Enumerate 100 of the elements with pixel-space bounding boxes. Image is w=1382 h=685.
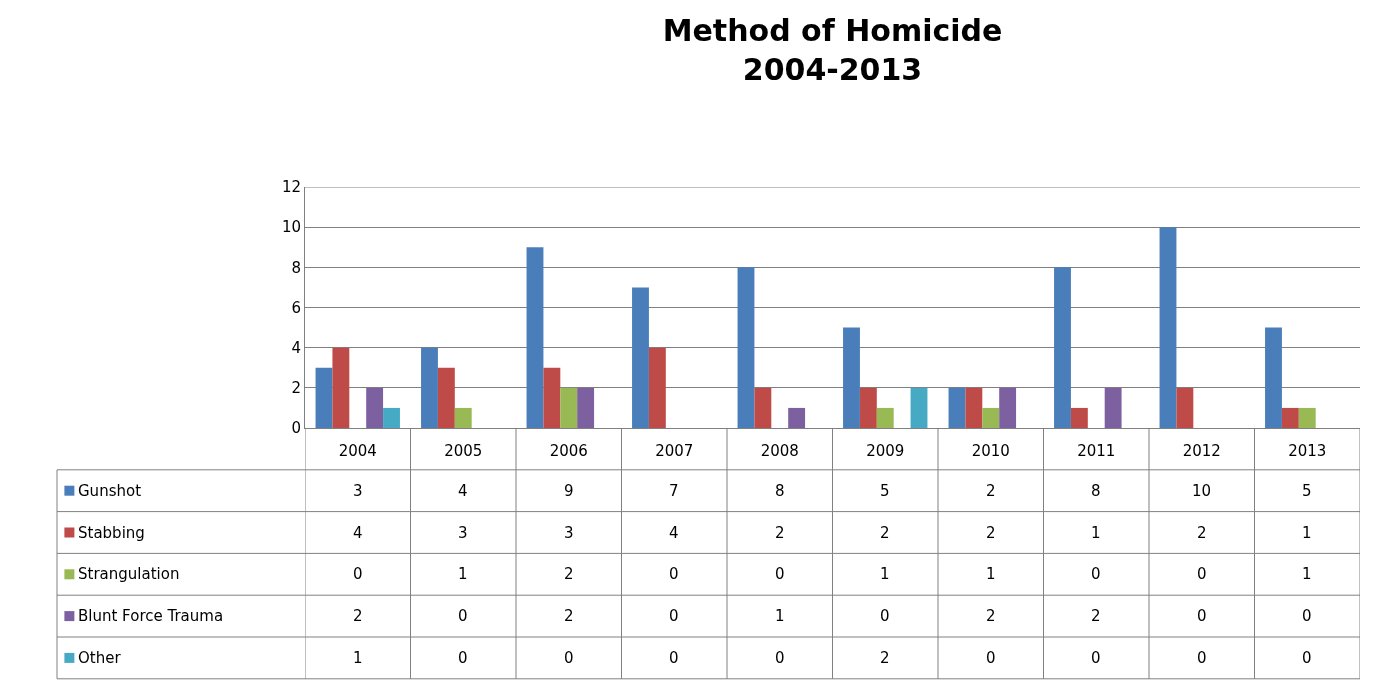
- data-label: 8: [1091, 482, 1101, 500]
- data-label: 2: [775, 524, 785, 542]
- bar: [999, 387, 1017, 428]
- data-label: 2: [880, 524, 890, 542]
- data-label: 0: [669, 607, 679, 625]
- bar: [454, 407, 472, 428]
- bar: [843, 327, 860, 428]
- y-tick-label: 2: [291, 379, 301, 398]
- data-label: 1: [986, 565, 996, 583]
- data-label: 10: [1192, 482, 1212, 500]
- data-label: 1: [880, 565, 890, 583]
- data-label: 2: [353, 607, 363, 625]
- bar: [1265, 327, 1282, 428]
- bar: [560, 387, 578, 428]
- y-tick-label: 10: [281, 218, 301, 237]
- bar: [632, 287, 649, 428]
- data-label: 4: [458, 482, 468, 500]
- chart-title: Method of Homicide 2004-2013: [662, 13, 1003, 88]
- bar: [648, 347, 666, 428]
- data-label: 0: [1197, 565, 1207, 583]
- data-label: 2: [986, 482, 996, 500]
- y-tick-label: 4: [291, 338, 301, 357]
- bar: [526, 247, 544, 428]
- data-label: 0: [1302, 649, 1312, 667]
- y-tick-label: 12: [281, 178, 301, 197]
- bar: [543, 367, 561, 428]
- x-tick-label: 2013: [1288, 442, 1327, 460]
- data-label: 7: [669, 482, 679, 500]
- x-tick-label: 2006: [549, 442, 588, 460]
- data-label: 0: [880, 607, 890, 625]
- data-label: 1: [458, 565, 468, 583]
- bar: [1159, 227, 1177, 428]
- legend-label: Gunshot: [78, 482, 142, 500]
- x-tick-label: 2012: [1182, 442, 1221, 460]
- data-label: 4: [669, 524, 679, 542]
- data-label: 0: [564, 649, 574, 667]
- legend-label: Strangulation: [78, 565, 180, 583]
- bar: [1104, 387, 1122, 428]
- data-label: 1: [775, 607, 785, 625]
- x-tick-label: 2011: [1077, 442, 1116, 460]
- bar: [876, 407, 894, 428]
- bar: [965, 387, 983, 428]
- data-label: 4: [353, 524, 363, 542]
- bar: [982, 407, 1000, 428]
- bar: [737, 267, 755, 428]
- x-tick-label: 2010: [971, 442, 1010, 460]
- data-label: 2: [986, 524, 996, 542]
- data-label: 5: [1302, 482, 1312, 500]
- data-label: 1: [1302, 565, 1312, 583]
- bar: [859, 387, 877, 428]
- data-label: 3: [458, 524, 468, 542]
- bar: [1281, 407, 1299, 428]
- legend-label: Stabbing: [78, 524, 145, 542]
- data-label: 2: [986, 607, 996, 625]
- data-label: 0: [986, 649, 996, 667]
- bar: [948, 387, 966, 428]
- data-label: 0: [669, 649, 679, 667]
- data-label: 1: [1091, 524, 1101, 542]
- y-tick-label: 8: [291, 258, 301, 277]
- bar: [437, 367, 455, 428]
- bar: [1070, 407, 1088, 428]
- data-label: 8: [775, 482, 785, 500]
- data-label: 0: [353, 565, 363, 583]
- bar: [332, 347, 350, 428]
- x-tick-label: 2004: [338, 442, 377, 460]
- bar: [1298, 407, 1316, 428]
- data-label: 0: [458, 607, 468, 625]
- data-label: 0: [669, 565, 679, 583]
- legend-label: Other: [78, 649, 122, 667]
- data-label: 5: [880, 482, 890, 500]
- bar: [383, 407, 400, 428]
- data-label: 0: [775, 565, 785, 583]
- data-label: 0: [1302, 607, 1312, 625]
- data-label: 0: [1091, 649, 1101, 667]
- bar: [788, 407, 806, 428]
- data-label: 2: [564, 607, 574, 625]
- bar: [910, 387, 928, 428]
- data-label: 3: [564, 524, 574, 542]
- bar: [1176, 387, 1194, 428]
- x-tick-label: 2009: [866, 442, 905, 460]
- bar: [421, 347, 438, 428]
- legend-label: Blunt Force Trauma: [78, 607, 224, 625]
- data-label: 0: [1197, 607, 1207, 625]
- bar: [366, 387, 384, 428]
- data-label: 2: [880, 649, 890, 667]
- data-label: 9: [564, 482, 574, 500]
- y-tick-label: 6: [291, 298, 301, 317]
- y-tick-label: 0: [291, 419, 301, 438]
- bar: [754, 387, 772, 428]
- data-label: 1: [353, 649, 363, 667]
- data-label: 0: [1091, 565, 1101, 583]
- data-label: 1: [1302, 524, 1312, 542]
- bar: [577, 387, 595, 428]
- data-label: 0: [775, 649, 785, 667]
- data-label: 3: [353, 482, 363, 500]
- data-label: 2: [564, 565, 574, 583]
- data-label: 2: [1091, 607, 1101, 625]
- bar: [315, 367, 333, 428]
- x-tick-label: 2007: [655, 442, 694, 460]
- data-label: 0: [458, 649, 468, 667]
